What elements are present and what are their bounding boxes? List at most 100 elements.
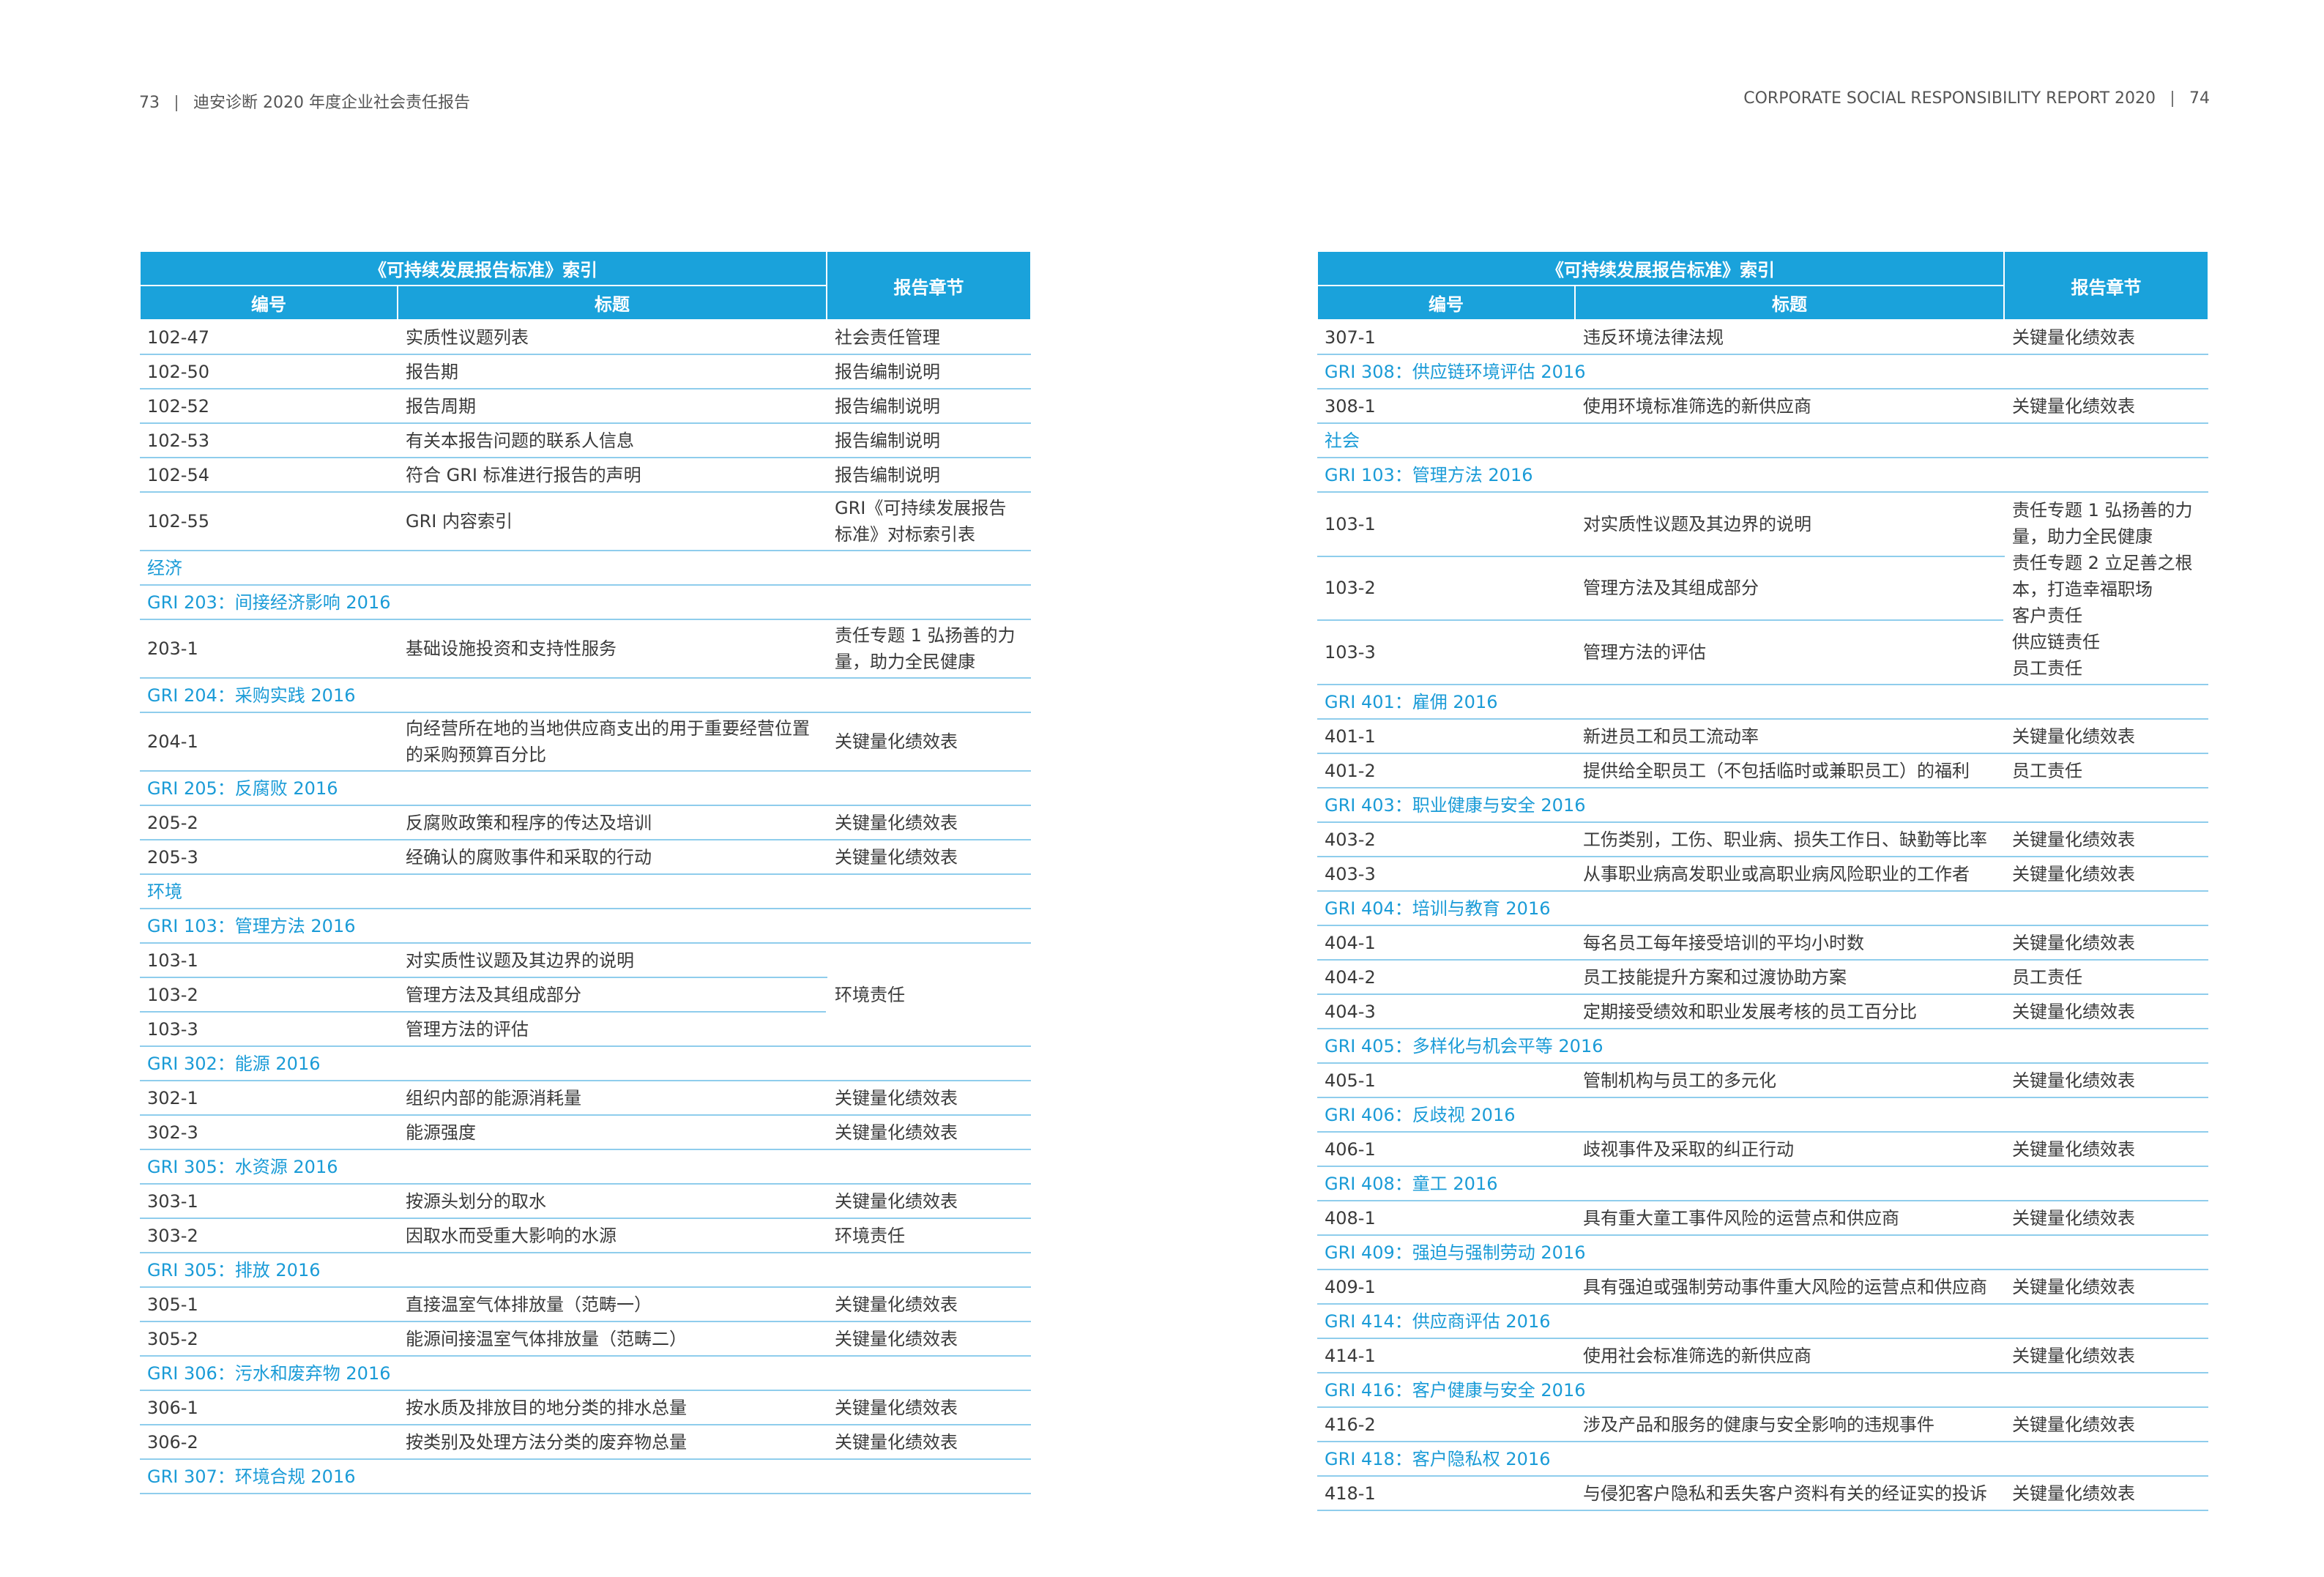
- section-row: GRI 406：反歧视 2016: [1317, 1097, 2208, 1133]
- section-title: GRI 406：反歧视 2016: [1317, 1097, 2208, 1133]
- chapter: 关键量化绩效表: [2003, 994, 2208, 1029]
- header-row: 编号 标题: [139, 286, 1031, 321]
- chapter: 关键量化绩效表: [2003, 1407, 2208, 1442]
- section-title: GRI 302：能源 2016: [140, 1046, 1031, 1081]
- chapter: 员工责任: [2003, 753, 2208, 788]
- indicator-title: 新进员工和员工流动率: [1574, 719, 2004, 754]
- data-row: 306-1 按水质及排放目的地分类的排水总量 关键量化绩效表: [140, 1390, 1031, 1425]
- chapter: 关键量化绩效表: [826, 1425, 1031, 1460]
- data-row: 205-2 反腐败政策和程序的传达及培训 关键量化绩效表: [140, 805, 1031, 840]
- indicator-title: 管理方法及其组成部分: [1574, 556, 2004, 622]
- section-title: GRI 408：童工 2016: [1317, 1166, 2208, 1201]
- indicator-title: 具有强迫或强制劳动事件重大风险的运营点和供应商: [1574, 1270, 2004, 1305]
- table-body: 102-47 实质性议题列表 社会责任管理 102-50 报告期 报告编制说明 102-52…: [140, 320, 1031, 1494]
- data-row: 305-2 能源间接温室气体排放量（范畴二） 关键量化绩效表: [140, 1321, 1031, 1357]
- data-row: 414-1 使用社会标准筛选的新供应商 关键量化绩效表: [1317, 1338, 2208, 1373]
- indicator-title: 与侵犯客户隐私和丢失客户资料有关的经证实的投诉: [1574, 1476, 2004, 1511]
- code: 418-1: [1317, 1476, 1575, 1511]
- code: 305-2: [140, 1321, 398, 1357]
- section-title: GRI 409：强迫与强制劳动 2016: [1317, 1235, 2208, 1270]
- table-title: 《可持续发展报告标准》索引: [139, 252, 827, 286]
- chapter: 关键量化绩效表: [2003, 1132, 2208, 1167]
- indicator-title: 违反环境法律法规: [1574, 320, 2004, 355]
- code: 306-1: [140, 1390, 398, 1425]
- section-row: GRI 308：供应链环境评估 2016: [1317, 354, 2208, 389]
- data-row: 103-3 管理方法的评估: [1317, 620, 2208, 685]
- data-row: 401-1 新进员工和员工流动率 关键量化绩效表: [1317, 719, 2208, 754]
- code: 103-2: [1317, 556, 1575, 622]
- table-head: 《可持续发展报告标准》索引 报告章节 编号 标题: [1316, 252, 2209, 321]
- data-row: 204-1 向经营所在地的当地供应商支出的用于重要经营位置的采购预算百分比 关键量化…: [140, 712, 1031, 772]
- code: 404-2: [1317, 960, 1575, 995]
- code: 403-2: [1317, 822, 1575, 857]
- section-title: GRI 308：供应链环境评估 2016: [1317, 354, 2208, 389]
- chapter: 关键量化绩效表: [826, 1081, 1031, 1116]
- code: 205-2: [140, 805, 398, 840]
- section-title: GRI 416：客户健康与安全 2016: [1317, 1373, 2208, 1408]
- code: 305-1: [140, 1287, 398, 1322]
- code: 102-54: [140, 458, 398, 493]
- section-row: GRI 401：雇佣 2016: [1317, 685, 2208, 720]
- indicator-title: GRI 内容索引: [397, 492, 827, 551]
- chapter: 关键量化绩效表: [2003, 389, 2208, 424]
- chapter: 社会责任管理: [826, 320, 1031, 355]
- code: 406-1: [1317, 1132, 1575, 1167]
- section-row: GRI 405：多样化与机会平等 2016: [1317, 1029, 2208, 1064]
- table-head: 《可持续发展报告标准》索引 报告章节 编号 标题: [139, 252, 1032, 321]
- data-row: 205-3 经确认的腐败事件和采取的行动 关键量化绩效表: [140, 840, 1031, 875]
- code: 103-1: [1317, 492, 1575, 557]
- code: 414-1: [1317, 1338, 1575, 1373]
- code: 102-47: [140, 320, 398, 355]
- chapter: 责任专题 1 弘扬善的力量，助力全民健康 责任专题 2 立足善之根本，打造幸福职场…: [2003, 492, 2208, 685]
- data-row: 306-2 按类别及处理方法分类的废弃物总量 关键量化绩效表: [140, 1425, 1031, 1460]
- section-title: GRI 405：多样化与机会平等 2016: [1317, 1029, 2208, 1064]
- section-row: GRI 204：采购实践 2016: [140, 678, 1031, 713]
- indicator-title: 对实质性议题及其边界的说明: [1574, 492, 2004, 557]
- section-title: GRI 403：职业健康与安全 2016: [1317, 788, 2208, 823]
- chapter: 环境责任: [826, 943, 1031, 1047]
- indicator-title: 提供给全职员工（不包括临时或兼职员工）的福利: [1574, 753, 2004, 788]
- header-row: 《可持续发展报告标准》索引 报告章节: [139, 252, 1032, 321]
- chapter-line: 责任专题 1 弘扬善的力量，助力全民健康: [2012, 500, 2193, 547]
- indicator-title: 对实质性议题及其边界的说明: [397, 943, 827, 978]
- section-title: GRI 307：环境合规 2016: [140, 1459, 1031, 1494]
- indicator-title: 员工技能提升方案和过渡协助方案: [1574, 960, 2004, 995]
- data-row: 102-55 GRI 内容索引 GRI《可持续发展报告标准》对标索引表: [140, 492, 1031, 551]
- indicator-title: 工伤类别，工伤、职业病、损失工作日、缺勤等比率: [1574, 822, 2004, 857]
- column-header: 标题: [1574, 286, 2005, 321]
- section-row: 经济: [140, 551, 1031, 586]
- section-title: GRI 305：排放 2016: [140, 1253, 1031, 1288]
- data-row: 418-1 与侵犯客户隐私和丢失客户资料有关的经证实的投诉 关键量化绩效表: [1317, 1476, 2208, 1511]
- indicator-title: 向经营所在地的当地供应商支出的用于重要经营位置的采购预算百分比: [397, 712, 827, 772]
- data-row: 416-2 涉及产品和服务的健康与安全影响的违规事件 关键量化绩效表: [1317, 1407, 2208, 1442]
- indicator-title: 有关本报告问题的联系人信息: [397, 423, 827, 458]
- section-title: GRI 418：客户隐私权 2016: [1317, 1442, 2208, 1477]
- data-row: 403-2 工伤类别，工伤、职业病、损失工作日、缺勤等比率 关键量化绩效表: [1317, 822, 2208, 857]
- indicator-title: 报告期: [397, 354, 827, 389]
- section-row: GRI 409：强迫与强制劳动 2016: [1317, 1235, 2208, 1270]
- code: 303-2: [140, 1218, 398, 1253]
- data-row: 303-1 按源头划分的取水 关键量化绩效表: [140, 1184, 1031, 1219]
- data-row: 103-1 对实质性议题及其边界的说明 环境责任: [140, 943, 1031, 1047]
- separator: [176, 95, 177, 111]
- code: 403-3: [1317, 857, 1575, 892]
- chapter: 责任专题 1 弘扬善的力量，助力全民健康: [826, 619, 1031, 679]
- indicator-title: 因取水而受重大影响的水源: [397, 1218, 827, 1253]
- section-row: GRI 203：间接经济影响 2016: [140, 585, 1031, 620]
- data-row: 103-2 管理方法及其组成部分: [140, 977, 1031, 1013]
- report-title: CORPORATE SOCIAL RESPONSIBILITY REPORT 2…: [1743, 89, 2156, 108]
- chapter: 报告编制说明: [826, 423, 1031, 458]
- code: 404-3: [1317, 994, 1575, 1029]
- data-row: 404-3 定期接受绩效和职业发展考核的员工百分比 关键量化绩效表: [1317, 994, 2208, 1029]
- section-title: GRI 305：水资源 2016: [140, 1149, 1031, 1185]
- data-row: 405-1 管制机构与员工的多元化 关键量化绩效表: [1317, 1063, 2208, 1098]
- data-row: 102-52 报告周期 报告编制说明: [140, 389, 1031, 424]
- chapter: GRI《可持续发展报告标准》对标索引表: [826, 492, 1031, 551]
- data-row: 408-1 具有重大童工事件风险的运营点和供应商 关键量化绩效表: [1317, 1201, 2208, 1236]
- section-row: GRI 305：排放 2016: [140, 1253, 1031, 1288]
- section-row: GRI 103：管理方法 2016: [1317, 458, 2208, 493]
- section-row: GRI 418：客户隐私权 2016: [1317, 1442, 2208, 1477]
- data-row: 404-2 员工技能提升方案和过渡协助方案 员工责任: [1317, 960, 2208, 995]
- chapter: 关键量化绩效表: [826, 1115, 1031, 1150]
- column-header: 标题: [397, 286, 827, 321]
